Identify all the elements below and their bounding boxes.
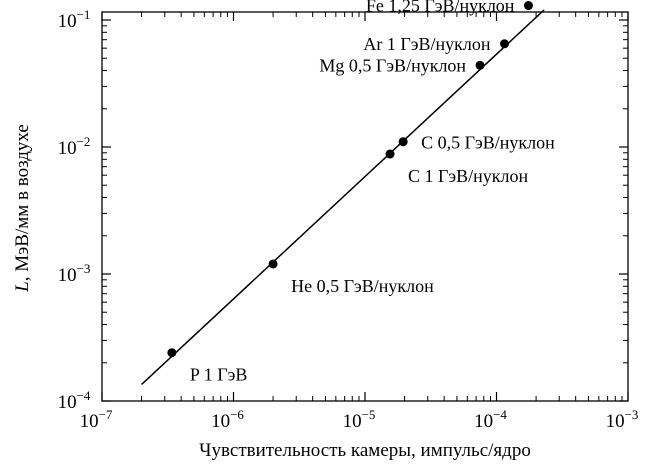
data-point xyxy=(499,39,509,49)
data-point-label: Ar 1 ГэВ/нуклон xyxy=(363,34,490,54)
y-axis-label: L, МэВ/мм в воздухе xyxy=(12,124,33,293)
data-point xyxy=(167,348,177,358)
y-axis-label-symbol: L xyxy=(12,281,33,293)
x-tick-label: 10−5 xyxy=(343,407,376,432)
x-tick-label: 10−7 xyxy=(80,407,113,432)
data-point-label: He 0,5 ГэВ/нуклон xyxy=(291,276,434,296)
data-point xyxy=(385,149,395,159)
y-tick-label: 10−4 xyxy=(58,388,91,413)
data-point xyxy=(398,137,408,147)
axis-tick-labels: 10−7 10−6 10−5 10−4 10−3 10−4 10−3 10−2 10−1 xyxy=(58,7,639,432)
x-axis-label: Чувствительность камеры, импульс/ядро xyxy=(199,440,531,461)
axis-ticks xyxy=(101,12,629,402)
y-tick-label: 10−3 xyxy=(58,261,91,286)
data-point-label: P 1 ГэВ xyxy=(190,365,247,385)
data-point-label: Mg 0,5 ГэВ/нуклон xyxy=(319,55,466,75)
data-point xyxy=(523,1,533,11)
fit-line xyxy=(141,9,545,385)
y-tick-label: 10−1 xyxy=(58,7,91,32)
data-point xyxy=(475,60,485,70)
data-points xyxy=(167,1,533,358)
y-tick-label: 10−2 xyxy=(58,134,91,159)
data-point xyxy=(268,259,278,269)
data-point-labels: P 1 ГэВ He 0,5 ГэВ/нуклон C 1 ГэВ/нуклон C … xyxy=(190,0,555,385)
data-point-label: C 1 ГэВ/нуклон xyxy=(408,166,529,186)
y-axis-label-text: , МэВ/мм в воздухе xyxy=(12,124,33,281)
data-point-label: C 0,5 ГэВ/нуклон xyxy=(421,133,555,153)
x-tick-label: 10−6 xyxy=(211,407,244,432)
x-tick-label: 10−3 xyxy=(606,407,639,432)
data-point-label: Fe 1,25 ГэВ/нуклон xyxy=(366,0,515,16)
fit-line-group xyxy=(141,9,545,385)
x-tick-label: 10−4 xyxy=(474,407,507,432)
